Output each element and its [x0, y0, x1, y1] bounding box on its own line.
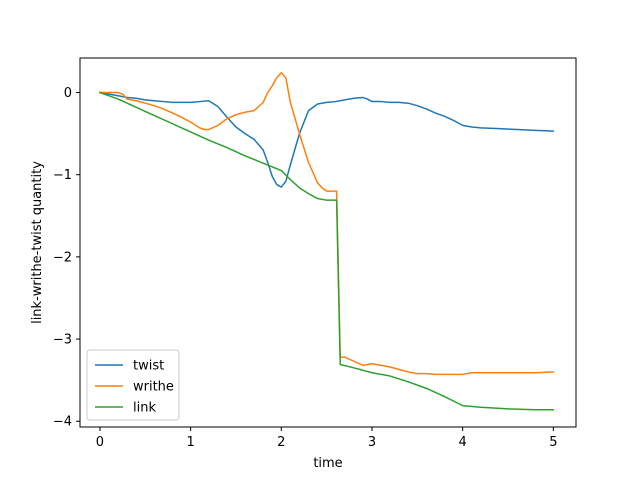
legend-label-writhe: writhe	[133, 380, 174, 395]
y-axis-label: link-writhe-twist quantity	[30, 161, 45, 324]
x-tick-label: 5	[549, 435, 557, 450]
legend-label-link: link	[133, 401, 156, 416]
x-axis-label: time	[313, 456, 342, 471]
y-axis-ticks: −4 −3 −2 −1 0	[53, 86, 80, 430]
series-lines	[98, 72, 555, 411]
x-axis-ticks: 0 1 2 3 4 5	[96, 427, 557, 450]
x-tick-label: 1	[186, 435, 194, 450]
series-line-link	[98, 91, 555, 411]
legend-label-twist: twist	[133, 359, 164, 374]
plot-frame	[79, 57, 577, 428]
legend: twist writhe link	[86, 349, 180, 421]
y-tick-label: −4	[53, 415, 72, 430]
x-tick-label: 0	[96, 435, 104, 450]
x-tick-label: 4	[459, 435, 467, 450]
y-tick-label: 0	[64, 86, 72, 101]
series-line-writhe	[99, 72, 555, 376]
x-tick-label: 3	[368, 435, 376, 450]
x-tick-label: 2	[277, 435, 285, 450]
y-tick-label: −3	[53, 333, 72, 348]
y-tick-label: −2	[53, 250, 72, 265]
legend-box	[86, 349, 180, 421]
y-tick-label: −1	[53, 168, 72, 183]
